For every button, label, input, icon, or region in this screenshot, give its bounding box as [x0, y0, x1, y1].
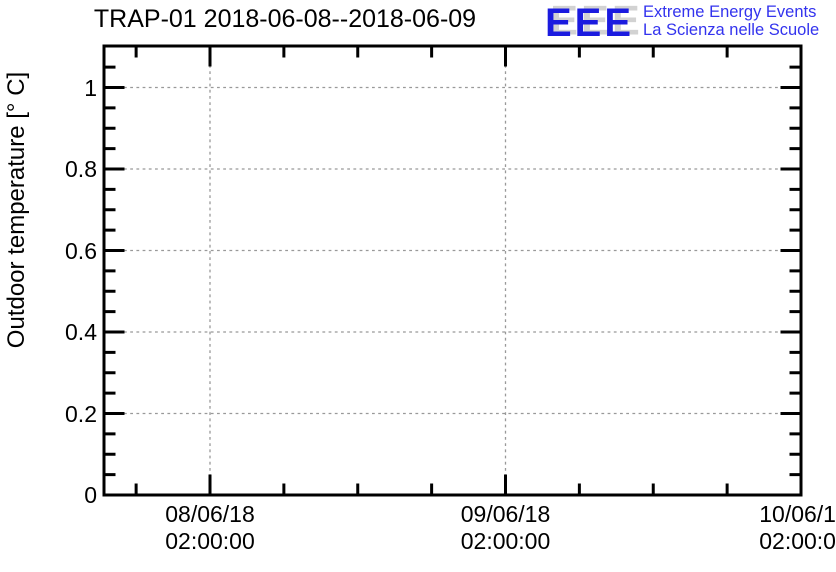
chart-title: TRAP-01 2018-06-08--2018-06-09 [93, 5, 477, 33]
x-tick-time: 02:00:00 [759, 528, 836, 554]
x-tick-time: 02:00:00 [460, 528, 551, 554]
x-tick-label: 08/06/18 02:00:00 [120, 501, 300, 555]
y-tick-label: 0 [84, 482, 97, 508]
y-tick-label: 0.8 [65, 156, 97, 182]
y-tick-label: 0.4 [65, 319, 97, 345]
eee-logo: EEE EEE Extreme Energy Events La Scienza… [545, 0, 820, 45]
eee-logo-text: EEE [545, 1, 635, 45]
x-tick-date: 09/06/18 [460, 501, 551, 527]
eee-logo-acronym: EEE EEE [545, 0, 640, 45]
eee-logo-taglines: Extreme Energy Events La Scienza nelle S… [643, 3, 820, 39]
x-tick-time: 02:00:00 [165, 528, 255, 554]
y-axis-title: Outdoor temperature [° C] [3, 71, 30, 349]
frame-rect [102, 44, 803, 497]
eee-tagline-line2: La Scienza nelle Scuole [643, 20, 820, 39]
x-tick-date: 08/06/18 [165, 501, 255, 527]
y-tick-label: 1 [84, 74, 97, 101]
eee-tagline-line1: Extreme Energy Events [643, 3, 817, 21]
y-tick-label: 0.2 [65, 400, 97, 427]
y-tick-label: 0.6 [65, 237, 97, 264]
x-tick-date: 10/06/18 [759, 501, 836, 527]
x-tick-label: 09/06/18 02:00:00 [416, 501, 596, 555]
